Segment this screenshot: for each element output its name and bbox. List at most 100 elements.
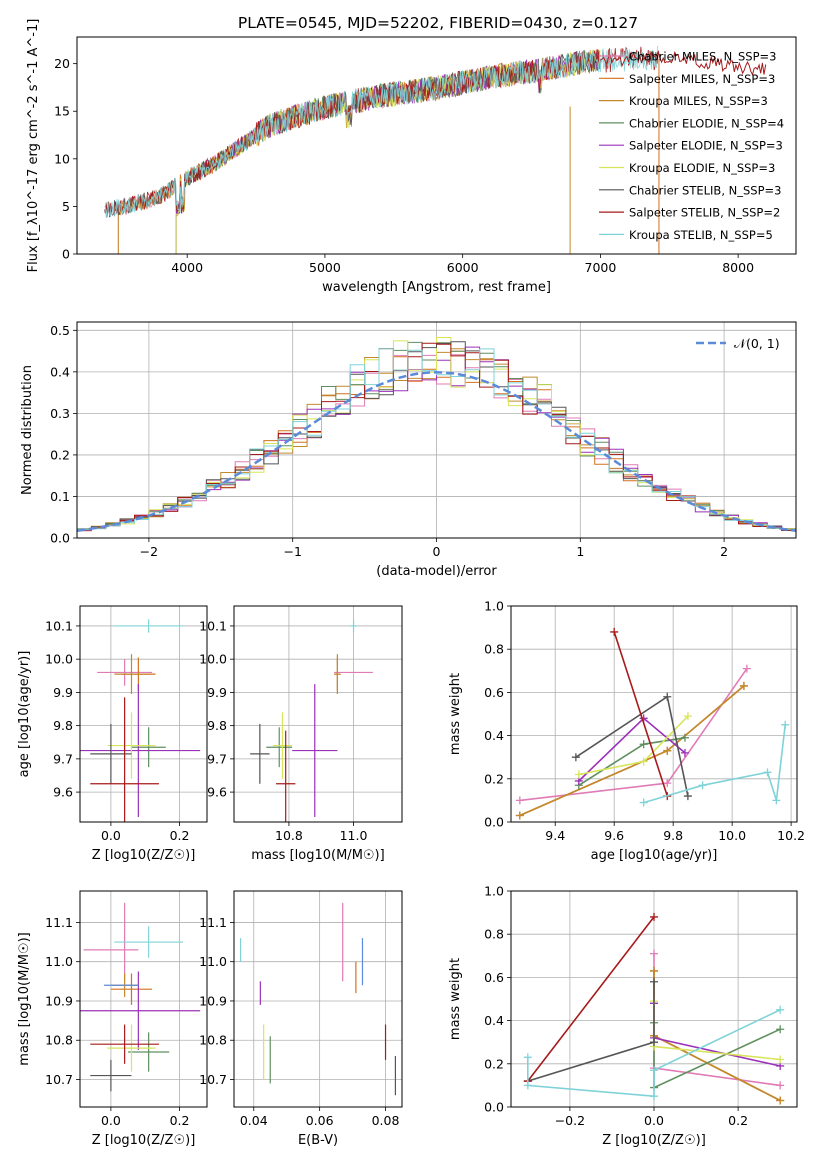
error-bar-point [114,619,183,633]
weight-point-marker [650,977,658,986]
x-tick-label: 10.2 [777,828,805,843]
weight-series [515,681,748,820]
y-axis-label: Flux [f_λ10^-17 erg cm^-2 s^-1 A^-1] [26,19,41,273]
y-tick-label: 0.4 [50,364,70,379]
y-tick-label: 10.7 [199,1072,227,1087]
weight-point-marker [739,681,748,690]
error-bar-point [80,684,201,818]
y-tick-label: 0.2 [484,1056,504,1071]
mass-vs-ebv-plot-area [239,902,397,1096]
legend-label: Salpeter MILES, N_SSP=3 [629,72,775,86]
weight-point-marker [776,1081,785,1090]
weight-series-line [653,1022,781,1089]
x-tick-label: 7000 [585,260,617,275]
weight-point-marker [781,720,790,729]
axes-frame [76,321,797,539]
weight-series [523,912,658,1086]
x-tick-label: 0.0 [644,1113,664,1128]
spectrum-series-line [104,45,659,218]
weight-point-marker [650,1038,658,1047]
weight-series-line [653,1003,781,1067]
x-tick-label: 8000 [722,260,754,275]
axes-frame [233,605,403,823]
mass-vs-Z-panel: 0.0 0.2 10.7 10.8 10.9 11.0 11.1 Z [log10(Z/Z☉)… [17,890,208,1148]
legend-label: Kroupa MILES, N_SSP=3 [629,94,768,108]
residuals-plot-area [77,337,796,532]
y-tick-label: 0.6 [484,685,504,700]
y-tick-label: 15 [54,104,70,119]
error-bar-point [107,1024,156,1072]
mass-vs-Z-plot-area [80,902,201,1092]
weight-point-marker [776,1005,785,1014]
y-tick-label: 9.7 [53,751,73,766]
figure-title: PLATE=0545, MJD=52202, FIBERID=0430, z=0… [238,14,638,32]
error-bar-point [128,1032,170,1072]
weight-point-marker [776,1025,785,1034]
model-extension-line [600,50,767,76]
y-tick-label: 0 [62,247,70,262]
y-tick-label: 20 [54,56,70,71]
x-tick-label: 2 [720,544,728,559]
weight-vs-Z-panel: −0.2 0.0 0.2 0.0 0.2 0.4 0.6 0.8 1.0 Z [log10(Z/Z… [448,884,798,1148]
x-tick-label: 0.0 [101,828,121,843]
error-bar-point [107,712,156,779]
error-bar-point [80,971,201,1051]
y-tick-label: 10.9 [45,993,73,1008]
y-axis-label: mass weight [448,673,463,755]
weight-point-marker [776,1055,785,1064]
weight-series-line [527,981,655,1082]
weight-series [639,720,790,807]
x-axis-label: mass [log10(M/M☉)] [251,848,384,863]
y-tick-label: 0.2 [484,771,504,786]
histogram-step-line [77,337,796,530]
weight-point-marker [523,1053,532,1062]
weight-point-marker [650,966,658,975]
x-tick-label: 11.0 [340,828,368,843]
x-tick-label: 0.04 [240,1113,268,1128]
weight-series-line [575,695,689,797]
error-bar-point [292,684,338,818]
x-tick-label: −2 [140,544,158,559]
weight-series [574,712,692,779]
x-tick-label: −1 [283,544,301,559]
x-tick-label: 0 [433,544,441,559]
legend-label: Chabrier STELIB, N_SSP=3 [629,183,781,197]
error-bar-point [90,1059,132,1092]
error-bar-point [114,654,149,695]
y-tick-label: 10.1 [45,618,73,633]
weight-series [515,681,748,820]
x-axis-label: (data-model)/error [376,564,497,579]
y-axis-label: mass [log10(M/M☉)] [17,932,32,1065]
weight-vs-Z-plot-area [523,912,785,1105]
error-bar-point [266,727,293,768]
weight-point-marker [650,1092,658,1101]
y-tick-label: 0.2 [50,447,70,462]
y-tick-label: 9.6 [207,785,227,800]
residuals-legend: 𝒩(0, 1) [696,336,780,351]
y-axis-label: Normed distribution [20,365,35,495]
y-tick-label: 9.8 [207,718,227,733]
y-tick-label: 0.4 [484,1013,504,1028]
weight-point-marker [650,912,658,921]
y-tick-label: 0.5 [50,323,70,338]
y-tick-label: 9.7 [207,751,227,766]
age-vs-mass-grid [234,606,402,822]
weight-point-marker [663,746,672,755]
weight-vs-age-plot-area [515,627,790,820]
axes-frame [76,36,797,255]
y-tick-label: 1.0 [484,884,504,899]
y-tick-label: 10.7 [45,1072,73,1087]
mass-vs-ebv-grid [234,891,402,1107]
x-tick-label: 5000 [309,260,341,275]
error-bar-point [276,730,296,822]
weight-series-line [653,970,781,1102]
weight-point-marker [523,1081,532,1090]
weight-series [650,999,785,1070]
axes-frame [79,605,208,823]
weight-point-marker [742,664,751,673]
error-bar-point [131,727,166,768]
y-tick-label: 10.0 [45,652,73,667]
y-tick-label: 0.4 [484,728,504,743]
x-tick-label: 6000 [447,260,479,275]
